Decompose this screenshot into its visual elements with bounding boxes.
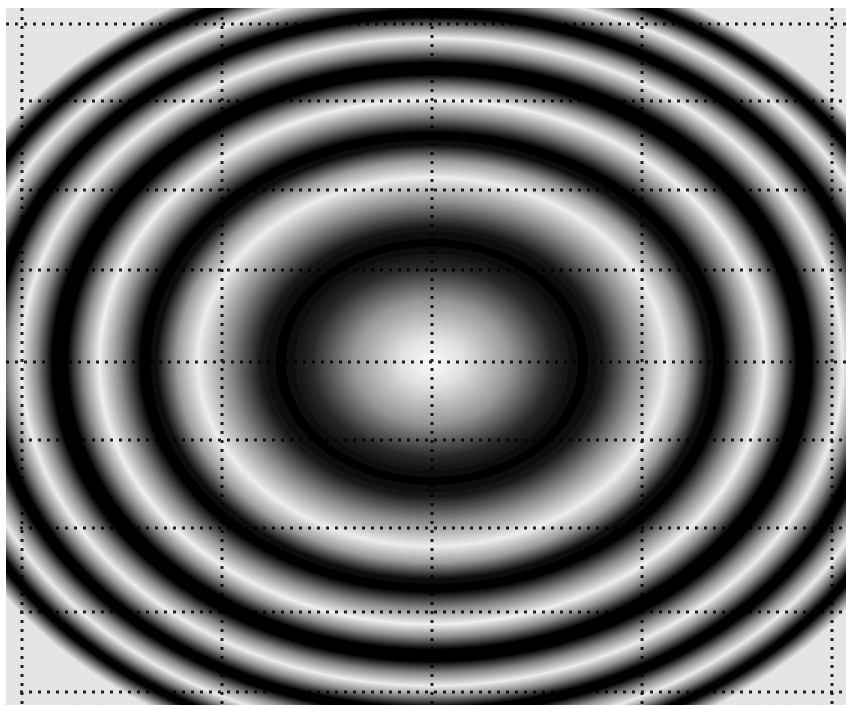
fringe-field xyxy=(6,8,846,705)
reference-grid xyxy=(6,8,846,705)
